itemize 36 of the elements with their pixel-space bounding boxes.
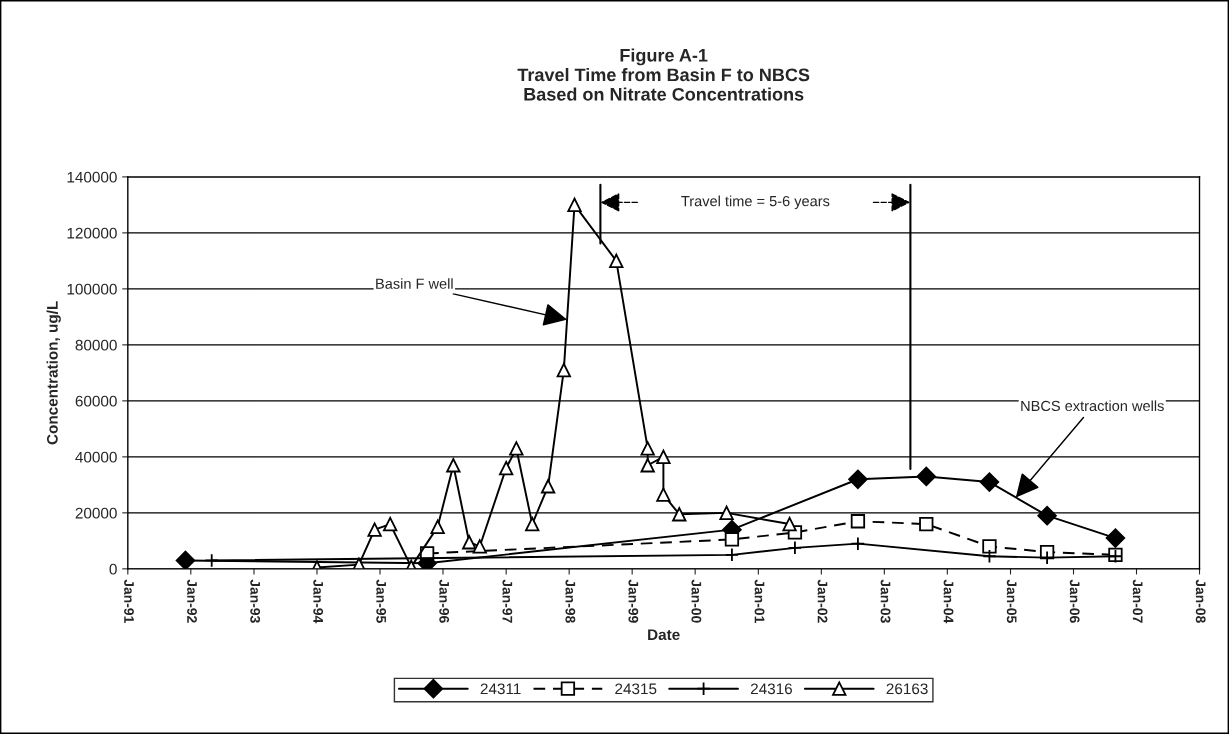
annotation: NBCS extraction wells	[1021, 400, 1164, 412]
x-tick-label: Jan-98	[565, 579, 576, 623]
y-tick-label: 100000	[67, 283, 117, 295]
x-tick-label: Jan-01	[754, 579, 765, 623]
x-tick-label: Jan-06	[1069, 579, 1080, 623]
x-tick-label: Jan-07	[1132, 579, 1143, 623]
y-tick-label: 0	[109, 563, 117, 575]
x-tick-label: Jan-00	[691, 579, 702, 623]
legend-label: 24315	[615, 683, 657, 695]
y-tick-label: 140000	[67, 171, 117, 183]
x-tick-label: Jan-95	[376, 579, 387, 623]
y-axis-title: Concentration, ug/L	[46, 301, 61, 445]
x-axis-title: Date	[648, 629, 680, 641]
legend-label: 24316	[750, 683, 792, 695]
x-tick-label: Jan-93	[250, 579, 261, 623]
x-tick-label: Jan-05	[1006, 579, 1017, 623]
y-tick-label: 20000	[75, 507, 117, 519]
y-tick-label: 120000	[67, 227, 117, 239]
legend-label: 26163	[886, 683, 928, 695]
chart-title: Figure A-1 Travel Time from Basin F to NBCS Based on Nitrate Concentrations	[517, 48, 810, 101]
x-tick-label: Jan-04	[943, 579, 954, 624]
x-tick-label: Jan-91	[124, 579, 134, 623]
x-tick-label: Jan-99	[628, 579, 639, 623]
y-tick-label: 60000	[75, 395, 117, 407]
x-tick-label: Jan-97	[502, 579, 513, 623]
x-tick-label: Jan-92	[187, 579, 197, 623]
annotation: Basin F well	[376, 278, 453, 289]
x-tick-label: Jan-08	[1195, 579, 1206, 623]
x-tick-label: Jan-96	[439, 579, 450, 623]
y-tick-label: 80000	[75, 339, 117, 351]
legend-label: 24311	[480, 683, 521, 695]
x-tick-label: Jan-02	[817, 579, 828, 623]
x-tick-label: Jan-94	[313, 579, 324, 624]
x-tick-label: Jan-03	[880, 579, 891, 623]
y-tick-label: 40000	[75, 451, 117, 463]
annotation: Travel time = 5-6 years	[681, 195, 830, 210]
